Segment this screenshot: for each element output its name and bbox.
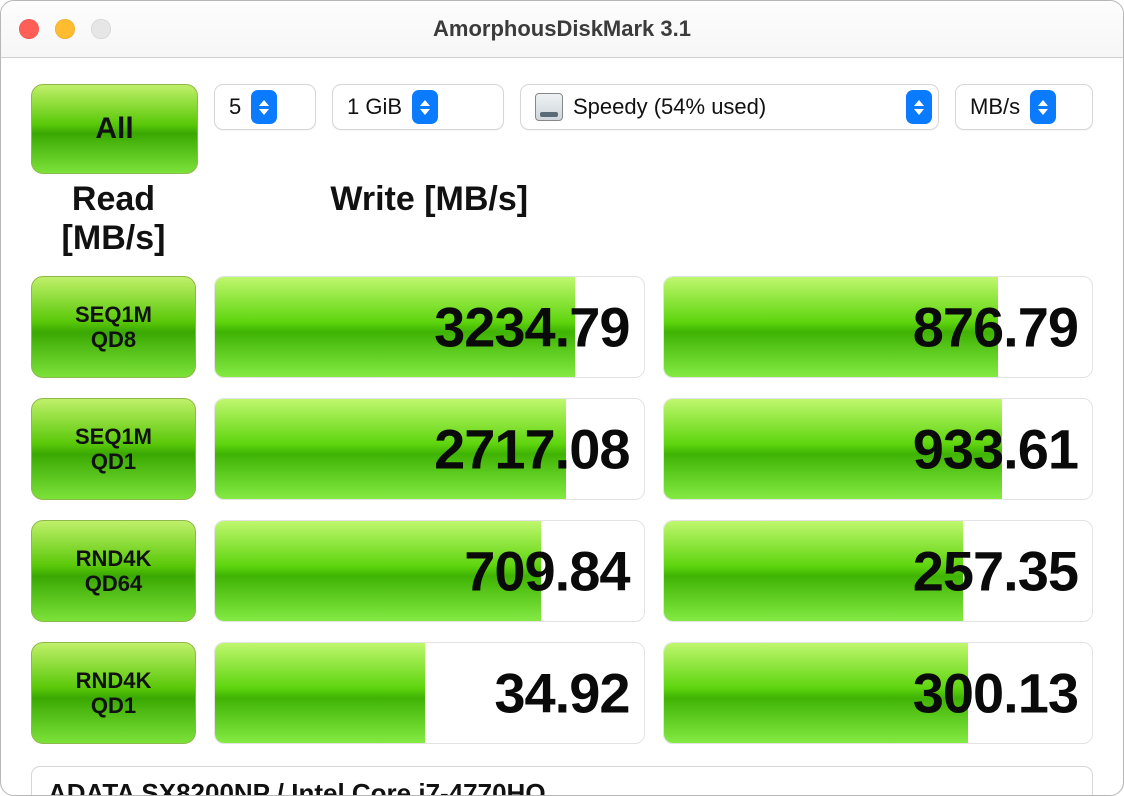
iterations-value: 5	[229, 94, 241, 120]
system-info-box: ADATA SX8200NP / Intel Core i7-4770HQ	[31, 766, 1093, 796]
result-row: RND4KQD64 709.84 257.35	[31, 520, 1093, 622]
write-meter: 933.61	[663, 398, 1094, 500]
result-rows: SEQ1MQD83234.79876.79SEQ1MQD12717.08933.…	[31, 276, 1093, 744]
read-value: 34.92	[494, 661, 629, 726]
test-label-2: QD8	[91, 327, 136, 352]
write-value: 876.79	[913, 295, 1078, 360]
read-meter: 3234.79	[214, 276, 645, 378]
disk-icon	[535, 93, 563, 121]
run-all-button[interactable]: All	[31, 84, 198, 174]
unit-select[interactable]: MB/s	[955, 84, 1093, 130]
result-row: SEQ1MQD1 2717.08 933.61	[31, 398, 1093, 500]
test-label-1: SEQ1M	[75, 302, 152, 327]
titlebar: AmorphousDiskMark 3.1	[1, 1, 1123, 58]
stepper-icon	[412, 90, 438, 124]
test-size-value: 1 GiB	[347, 94, 402, 120]
stepper-icon	[251, 90, 277, 124]
iterations-select[interactable]: 5	[214, 84, 316, 130]
test-button[interactable]: SEQ1MQD8	[31, 276, 196, 378]
test-label-2: QD1	[91, 449, 136, 474]
read-meter: 709.84	[214, 520, 645, 622]
close-icon[interactable]	[19, 19, 39, 39]
write-meter: 300.13	[663, 642, 1094, 744]
zoom-icon[interactable]	[91, 19, 111, 39]
test-label-2: QD64	[85, 571, 142, 596]
test-label-2: QD1	[91, 693, 136, 718]
stepper-icon	[906, 90, 932, 124]
result-row: SEQ1MQD8 3234.79 876.79	[31, 276, 1093, 378]
test-label-1: RND4K	[76, 546, 152, 571]
result-row: RND4KQD1 34.92 300.13	[31, 642, 1093, 744]
write-meter: 257.35	[663, 520, 1094, 622]
system-info-text: ADATA SX8200NP / Intel Core i7-4770HQ	[48, 778, 546, 796]
write-value: 933.61	[913, 417, 1078, 482]
traffic-lights	[19, 19, 111, 39]
window-title: AmorphousDiskMark 3.1	[433, 16, 691, 42]
minimize-icon[interactable]	[55, 19, 75, 39]
app-window: AmorphousDiskMark 3.1 All 5 1 GiB Speedy…	[0, 0, 1124, 796]
read-value: 2717.08	[434, 417, 629, 482]
unit-value: MB/s	[970, 94, 1020, 120]
selectors-row: 5 1 GiB Speedy (54% used) MB/s	[214, 84, 1093, 130]
target-disk-value: Speedy (54% used)	[573, 94, 896, 120]
write-value: 300.13	[913, 661, 1078, 726]
run-all-label: All	[95, 112, 133, 146]
write-meter: 876.79	[663, 276, 1094, 378]
read-value: 709.84	[464, 539, 629, 604]
test-label-1: SEQ1M	[75, 424, 152, 449]
test-button[interactable]: RND4KQD1	[31, 642, 196, 744]
read-fill	[215, 643, 425, 743]
test-size-select[interactable]: 1 GiB	[332, 84, 504, 130]
test-button[interactable]: SEQ1MQD1	[31, 398, 196, 500]
write-header: Write [MB/s]	[214, 180, 645, 219]
write-value: 257.35	[913, 539, 1078, 604]
read-value: 3234.79	[434, 295, 629, 360]
top-row: All 5 1 GiB Speedy (54% used) MB/s	[31, 84, 1093, 258]
stepper-icon	[1030, 90, 1056, 124]
read-meter: 34.92	[214, 642, 645, 744]
read-meter: 2717.08	[214, 398, 645, 500]
read-header: Read [MB/s]	[31, 180, 196, 258]
test-button[interactable]: RND4KQD64	[31, 520, 196, 622]
target-disk-select[interactable]: Speedy (54% used)	[520, 84, 939, 130]
content-area: All 5 1 GiB Speedy (54% used) MB/s	[1, 58, 1123, 796]
test-label-1: RND4K	[76, 668, 152, 693]
